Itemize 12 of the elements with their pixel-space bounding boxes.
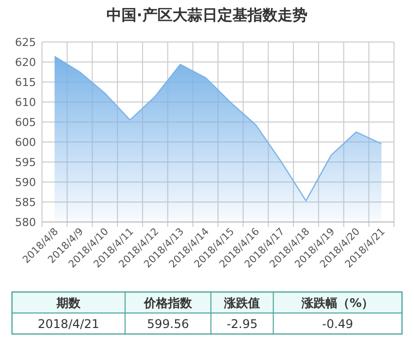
y-tick-label: 620 [15,56,36,69]
y-tick-label: 590 [15,176,36,189]
y-tick-label: 615 [15,76,36,89]
chart-title: 中国·产区大蒜日定基指数走势 [106,6,308,24]
y-tick-label: 625 [15,36,36,49]
y-tick-label: 605 [15,116,36,129]
table: 期数 2018/4/21 价格指数 599.56 涨跌值 -2.95 涨跌幅（%） -0.49 [11,291,403,335]
y-tick-label: 585 [15,196,36,209]
y-tick-label: 595 [15,156,36,169]
y-tick-label: 580 [15,216,36,229]
y-tick-label: 600 [15,136,36,149]
y-tick-label: 610 [15,96,36,109]
